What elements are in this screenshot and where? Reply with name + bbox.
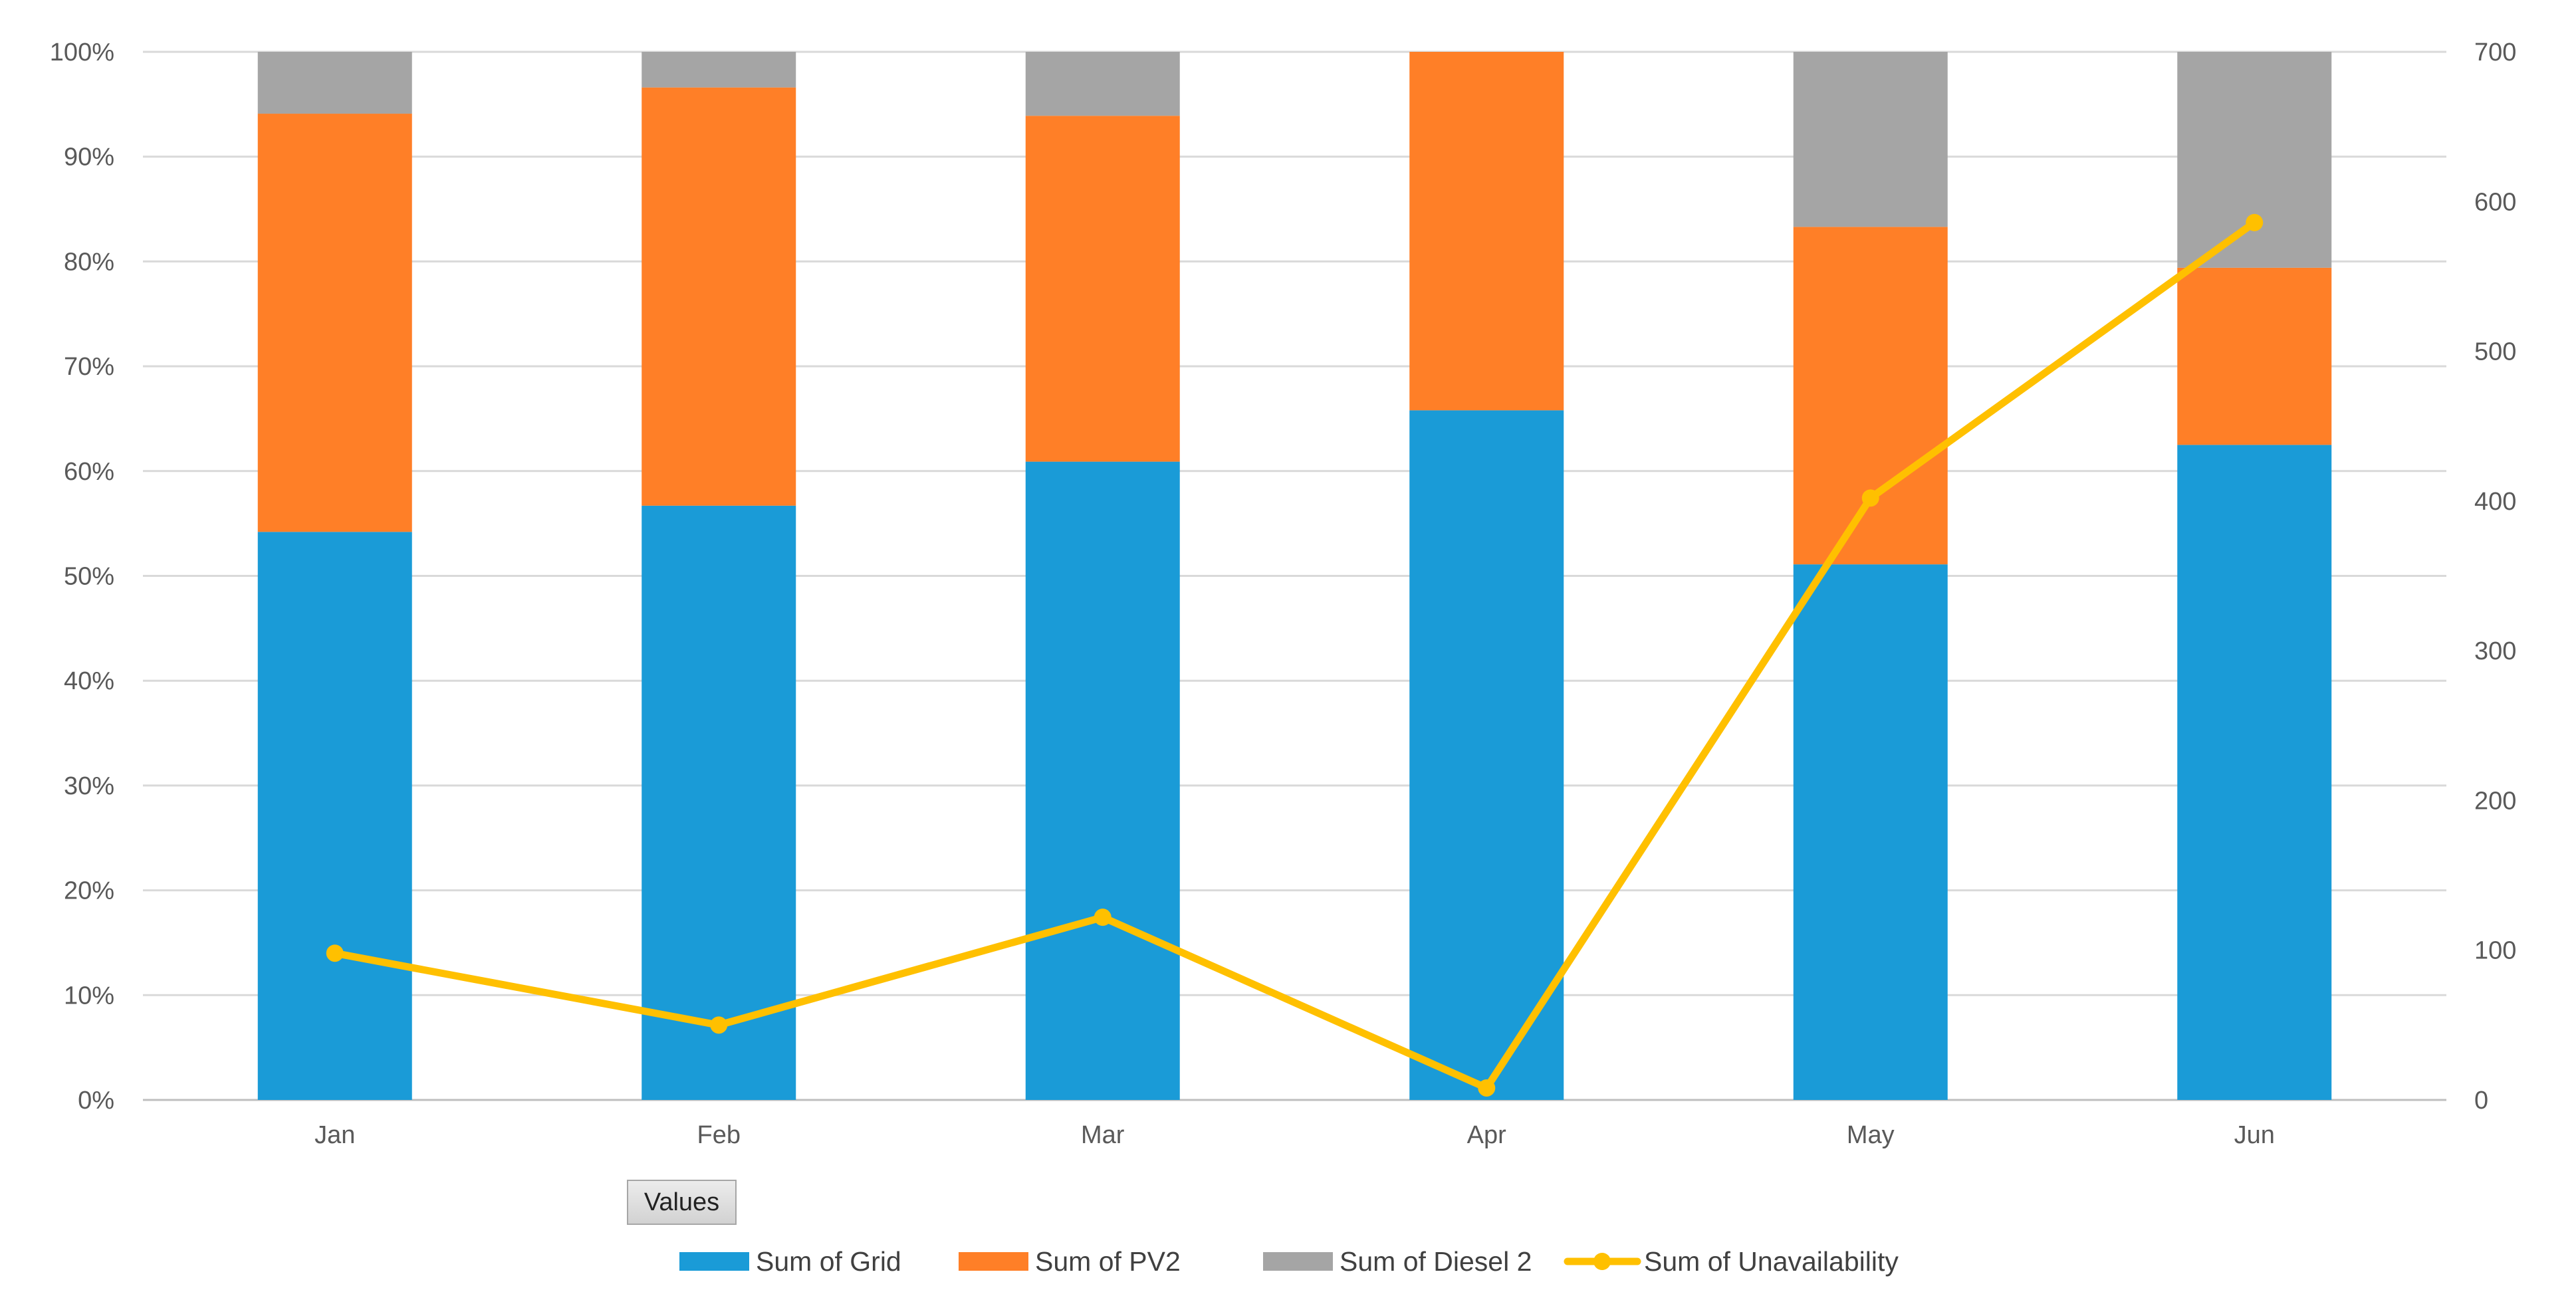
- x-tick-label: Jan: [314, 1121, 355, 1149]
- bar-series: [257, 52, 2332, 1100]
- y2-tick-label: 400: [2474, 488, 2516, 516]
- bar-segment: [1025, 116, 1180, 462]
- legend-swatch: [1263, 1252, 1333, 1271]
- legend-swatch: [959, 1252, 1028, 1271]
- bar-segment: [1025, 461, 1180, 1100]
- bar-segment: [642, 87, 796, 506]
- y-tick-label: 30%: [64, 772, 114, 800]
- y2-tick-label: 600: [2474, 188, 2516, 216]
- x-tick-label: May: [1847, 1121, 1895, 1149]
- bar-segment: [2177, 52, 2332, 268]
- x-axis: Jan Feb Mar Apr May Jun: [314, 1121, 2275, 1149]
- legend-label: Sum of Unavailability: [1644, 1246, 1899, 1277]
- bar-segment: [2177, 267, 2332, 445]
- y-axis-right: 0 100 200 300 400 500 600 700: [2474, 39, 2516, 1115]
- y-tick-label: 70%: [64, 353, 114, 381]
- line-path: [331, 219, 2258, 1092]
- legend: Sum of Grid Sum of PV2 Sum of Diesel 2 Sum …: [679, 1246, 1899, 1277]
- bar-segment: [1793, 52, 1948, 227]
- y2-tick-label: 100: [2474, 937, 2516, 965]
- legend-label: Sum of Grid: [756, 1246, 901, 1277]
- y2-tick-label: 0: [2474, 1087, 2488, 1115]
- bar-segment: [642, 505, 796, 1100]
- y-tick-label: 100%: [50, 39, 114, 66]
- bar-segment: [257, 114, 412, 532]
- bar-segment: [2177, 445, 2332, 1100]
- x-tick-label: Feb: [697, 1121, 741, 1149]
- x-tick-label: Mar: [1081, 1121, 1125, 1149]
- y-tick-label: 40%: [64, 667, 114, 695]
- y2-tick-label: 200: [2474, 787, 2516, 815]
- bar-segment: [642, 52, 796, 88]
- bar-segment: [1409, 410, 1564, 1100]
- y-tick-label: 0%: [78, 1087, 114, 1115]
- y-tick-label: 60%: [64, 458, 114, 486]
- line-marker: [326, 944, 344, 962]
- bar-segment: [1025, 52, 1180, 116]
- line-series: [326, 213, 2264, 1097]
- x-tick-label: Apr: [1467, 1121, 1506, 1149]
- line-marker: [1478, 1079, 1496, 1097]
- bar-segment: [1793, 227, 1948, 565]
- y-axis-left: 0% 10% 20% 30% 40% 50% 60% 70% 80% 90% 100%: [50, 39, 114, 1115]
- legend-label: Sum of Diesel 2: [1340, 1246, 1532, 1277]
- bar-segment: [257, 52, 412, 114]
- bar-segment: [1409, 52, 1564, 411]
- gridlines: [143, 51, 2446, 1101]
- y-tick-label: 50%: [64, 563, 114, 591]
- line-marker: [710, 1016, 728, 1034]
- y-tick-label: 90%: [64, 144, 114, 171]
- bar-segment: [257, 532, 412, 1100]
- line-marker: [1861, 489, 1879, 507]
- y-tick-label: 20%: [64, 877, 114, 905]
- x-tick-label: Jun: [2234, 1121, 2275, 1149]
- legend-marker: [1593, 1253, 1611, 1270]
- bar-segment: [1793, 564, 1948, 1100]
- y-tick-label: 10%: [64, 982, 114, 1010]
- line-marker: [2246, 213, 2264, 231]
- line-marker: [1094, 909, 1112, 926]
- y2-tick-label: 300: [2474, 637, 2516, 665]
- legend-swatch: [679, 1252, 749, 1271]
- y2-tick-label: 700: [2474, 39, 2516, 66]
- y-tick-label: 80%: [64, 248, 114, 276]
- values-filter-button[interactable]: Values: [627, 1180, 737, 1225]
- legend-label: Sum of PV2: [1035, 1246, 1181, 1277]
- y2-tick-label: 500: [2474, 338, 2516, 366]
